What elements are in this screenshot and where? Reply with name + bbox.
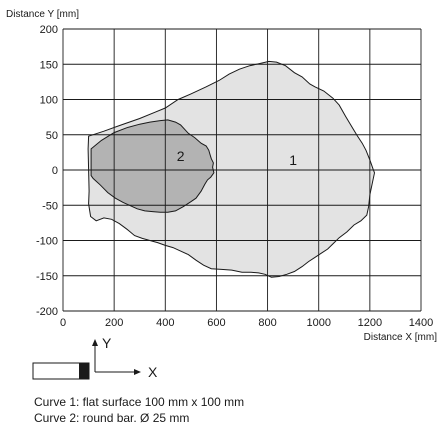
x-tick-label: 200 — [105, 317, 123, 329]
curve-2-caption: Curve 2: round bar. Ø 25 mm — [34, 411, 190, 425]
x-tick-label: 0 — [60, 317, 66, 329]
y-tick-label: 0 — [52, 165, 58, 177]
curve-1-caption: Curve 1: flat surface 100 mm x 100 mm — [34, 395, 245, 409]
y-tick-label: -50 — [42, 200, 58, 212]
x-arrow-head-icon — [134, 369, 141, 375]
curve-2-label: 2 — [177, 148, 185, 164]
x-tick-label: 400 — [156, 317, 174, 329]
chart: Distance Y [mm] Distance X [mm] 0 200 400 6… — [6, 9, 438, 380]
series-labels: 12 — [177, 148, 298, 168]
chart-grid — [62, 28, 422, 312]
y-arrow-head-icon — [92, 339, 98, 346]
y-tick-label: -100 — [36, 236, 58, 248]
x-tick-label: 1000 — [306, 317, 330, 329]
y-tick-label: 200 — [40, 24, 58, 36]
chart-areas — [87, 60, 376, 278]
x-tick-label: 600 — [207, 317, 225, 329]
y-tick-label: 150 — [40, 59, 58, 71]
y-tick-label: 100 — [40, 95, 58, 107]
x-tick-label: 1400 — [409, 317, 433, 329]
x-tick-label: 800 — [258, 317, 276, 329]
x-tick-label: 1200 — [358, 317, 382, 329]
y-axis-label: Distance Y [mm] — [6, 9, 79, 20]
y-tick-label: -150 — [36, 271, 58, 283]
legend-x-label: X — [148, 364, 158, 380]
sensor-orientation-legend: Y X — [32, 335, 158, 380]
x-axis-label: Distance X [mm] — [364, 332, 438, 343]
curve-1-label: 1 — [289, 152, 297, 168]
y-tick-label: 50 — [46, 130, 58, 142]
sensor-head-icon — [79, 363, 89, 379]
legend-y-label: Y — [102, 335, 112, 351]
y-tick-label: -200 — [36, 306, 58, 318]
chart-ticks: 0 200 400 600 800 1000 1200 1400 200 150 100 50 0 -50… — [36, 24, 433, 329]
